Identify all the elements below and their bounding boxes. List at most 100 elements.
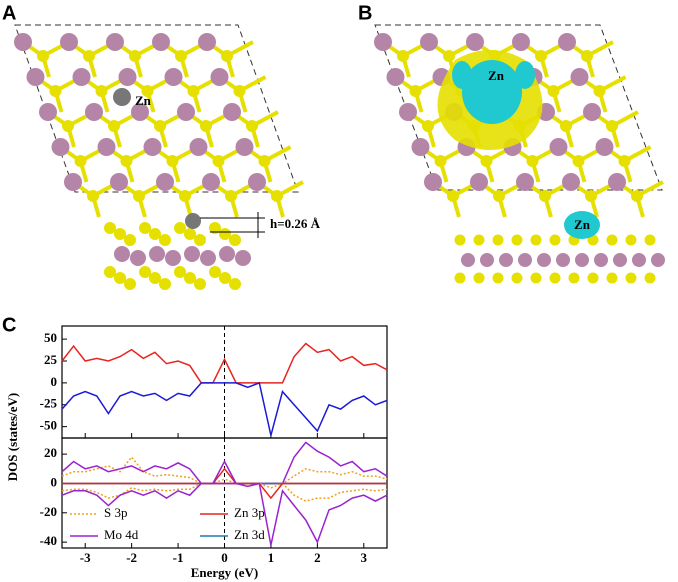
atom-s — [37, 50, 49, 62]
atom-mo — [583, 103, 601, 121]
atom-s — [159, 234, 171, 246]
atom-mo — [64, 173, 82, 191]
atom-mo — [26, 68, 45, 86]
legend-label: Mo 4d — [104, 527, 139, 542]
atom-mo — [97, 138, 116, 156]
atom-label: Zn — [488, 68, 505, 83]
atom-s — [473, 234, 485, 246]
atom-mo — [470, 173, 488, 191]
y-tick-label: -50 — [40, 418, 57, 433]
panel-label: C — [2, 314, 16, 336]
atom-mo — [558, 33, 576, 51]
atom-s — [454, 272, 466, 284]
x-axis-label: Energy (eV) — [191, 565, 259, 580]
atom-mo — [184, 246, 200, 262]
atom-mo — [165, 250, 181, 266]
atom-s — [258, 155, 271, 167]
atom-mo — [235, 250, 251, 266]
atom-mo — [164, 68, 183, 86]
atom-mo — [219, 246, 235, 262]
atom-s — [166, 155, 179, 167]
x-tick-label: -1 — [173, 550, 184, 565]
atom-zn — [185, 213, 201, 229]
atom-s — [62, 120, 74, 132]
atom-s — [104, 222, 116, 234]
atom-mo — [152, 33, 170, 51]
atom-s — [124, 278, 136, 290]
atom-s — [129, 50, 141, 62]
atom-s — [618, 155, 631, 167]
atom-mo — [461, 253, 475, 267]
atom-mo — [200, 250, 216, 266]
atom-s — [74, 155, 87, 167]
atom-s — [212, 155, 225, 167]
legend-label: Zn 3p — [234, 505, 265, 520]
atom-mo — [130, 250, 146, 266]
atom-s — [606, 272, 618, 284]
atom-s — [141, 85, 154, 97]
atom-s — [492, 234, 504, 246]
y-tick-label: -20 — [40, 504, 57, 519]
atom-mo — [424, 173, 442, 191]
atom-s — [493, 190, 505, 202]
atom-s — [139, 266, 151, 278]
atom-s — [560, 120, 572, 132]
atom-s — [568, 272, 580, 284]
atom-mo — [518, 253, 532, 267]
legend-label: S 3p — [104, 505, 127, 520]
atom-mo — [595, 138, 614, 156]
structures — [14, 24, 665, 290]
atom-s — [114, 272, 126, 284]
atom-mo — [516, 173, 534, 191]
atom-s — [124, 234, 136, 246]
panel-label: B — [358, 2, 372, 24]
x-tick-label: 3 — [361, 550, 368, 565]
atom-s — [229, 234, 241, 246]
atom-mo — [374, 33, 392, 51]
dos-line — [61, 441, 388, 485]
atom-mo — [177, 103, 195, 121]
atom-mo — [248, 173, 266, 191]
x-tick-label: -2 — [126, 550, 137, 565]
atom-mo — [223, 103, 241, 121]
atom-s — [572, 155, 585, 167]
atom-s — [120, 155, 133, 167]
atom-s — [104, 266, 116, 278]
atom-s — [585, 190, 597, 202]
panel-label: A — [2, 2, 16, 24]
atom-s — [526, 155, 539, 167]
x-tick-label: 0 — [221, 550, 228, 565]
atom-s — [492, 272, 504, 284]
atom-mo — [537, 253, 551, 267]
y-tick-label: 20 — [44, 445, 57, 460]
atom-s — [209, 222, 221, 234]
atom-mo — [386, 68, 405, 86]
annotation: h=0.26 Å — [270, 216, 321, 231]
atom-s — [606, 120, 618, 132]
atom-s — [139, 222, 151, 234]
legend-label: Zn 3d — [234, 527, 265, 542]
dos-line — [61, 482, 388, 546]
atom-s — [581, 50, 593, 62]
atom-mo — [562, 173, 580, 191]
atom-s — [409, 85, 422, 97]
atom-mo — [575, 253, 589, 267]
atom-mo — [570, 68, 589, 86]
atom-s — [194, 234, 206, 246]
atom-s — [175, 50, 187, 62]
atom-s — [271, 190, 283, 202]
atom-s — [114, 228, 126, 240]
x-tick-label: 2 — [314, 550, 321, 565]
atom-s — [221, 50, 233, 62]
atom-s — [187, 85, 200, 97]
atom-mo — [651, 253, 665, 267]
atom-mo — [72, 68, 91, 86]
atom-mo — [114, 246, 130, 262]
atom-mo — [202, 173, 220, 191]
atom-s — [174, 266, 186, 278]
x-tick-label: -3 — [80, 550, 91, 565]
atom-mo — [85, 103, 103, 121]
atom-mo — [131, 103, 149, 121]
atom-s — [233, 85, 246, 97]
